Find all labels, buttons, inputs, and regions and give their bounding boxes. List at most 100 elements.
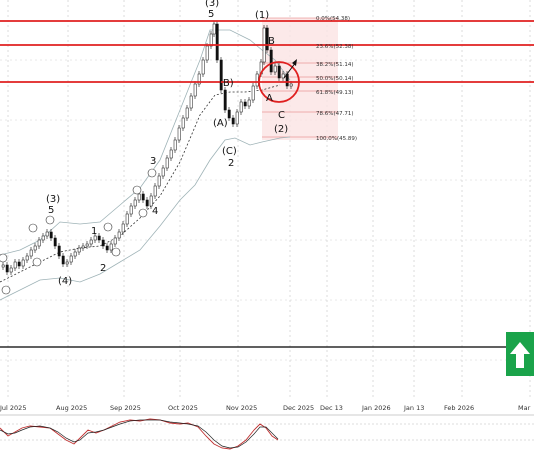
candle-body <box>169 149 173 159</box>
x-tick-3: Oct 2025 <box>168 404 198 412</box>
candle-body <box>89 239 93 245</box>
candle-body <box>181 117 185 129</box>
candle-body <box>281 73 285 79</box>
candle-body <box>153 185 157 197</box>
candle-body <box>141 193 145 201</box>
candle-body <box>215 23 219 61</box>
wave-label-5: (B) <box>219 78 234 89</box>
candle-body <box>231 117 235 125</box>
wave-label-1: (3) <box>205 0 219 9</box>
fib-zone <box>262 18 338 140</box>
candle-body <box>223 89 227 111</box>
lower-band <box>0 136 291 301</box>
wave-labels: (3) 5 (1) B (B) (A) (C) 2 A C (2) 3 4 (3… <box>46 0 288 287</box>
candle-body <box>5 264 9 273</box>
wave-label-16: 1 <box>91 226 97 237</box>
candle-body <box>29 249 33 257</box>
fib-label-6: 100.0%(45.89) <box>316 136 357 142</box>
candle-body <box>113 237 117 245</box>
candle-body <box>81 245 85 249</box>
candle-body <box>9 267 13 273</box>
wave-label-4: B <box>268 36 275 47</box>
candle-body <box>33 245 37 251</box>
arrow-head <box>292 59 297 66</box>
candle-body <box>133 199 137 207</box>
candle-body <box>219 59 223 91</box>
resistance-lines <box>0 20 534 83</box>
fib-labels: 0.0%(54.38) 23.6%(52.38) 38.2%(51.14) 50… <box>316 16 357 142</box>
candle-body <box>251 85 255 101</box>
wave-label-10: C <box>278 110 285 121</box>
wave-label-14: (3) <box>46 194 60 205</box>
x-tick-0: Jul 2025 <box>0 404 26 412</box>
candle-body <box>117 231 121 239</box>
x-tick-1: Aug 2025 <box>56 404 87 412</box>
candle-body <box>45 231 49 237</box>
candle-body <box>125 213 129 225</box>
candle-body <box>243 101 247 107</box>
candle-body <box>25 255 29 261</box>
candle-body <box>65 261 69 265</box>
candle-body <box>212 23 216 35</box>
candle-body <box>197 73 201 85</box>
target-circle <box>258 61 300 103</box>
candle-body <box>161 167 165 177</box>
upper-band <box>0 29 291 256</box>
candle-body <box>73 251 77 257</box>
candle-body <box>149 195 153 207</box>
candle-body <box>85 243 89 247</box>
x-tick-9: Feb 2026 <box>444 404 474 412</box>
signal-up-button[interactable] <box>506 332 534 376</box>
candle-body <box>289 83 293 87</box>
moving-average <box>0 84 281 283</box>
candle-body <box>177 127 181 141</box>
wave-label-13: 4 <box>152 206 158 217</box>
roman-labels <box>0 168 157 295</box>
fib-label-4: 61.8%(49.13) <box>316 90 354 96</box>
wave-label-15: 5 <box>48 205 54 216</box>
candle-body <box>121 223 125 233</box>
candle-body <box>189 95 193 109</box>
candle-body <box>145 199 149 207</box>
wave-label-11: (2) <box>274 124 288 135</box>
candle-body <box>101 239 105 247</box>
x-axis: Jul 2025 Aug 2025 Sep 2025 Oct 2025 Nov … <box>0 404 531 412</box>
candle-body <box>53 237 57 247</box>
candle-body <box>165 157 169 169</box>
x-tick-4: Nov 2025 <box>226 404 257 412</box>
fib-label-1: 23.6%(52.38) <box>316 44 354 50</box>
x-tick-5: Dec 2025 <box>283 404 314 412</box>
candle-body <box>273 65 277 73</box>
candle-body <box>277 65 281 79</box>
candle-body <box>247 99 251 107</box>
wave-label-6: (A) <box>213 118 228 129</box>
candle-body <box>209 33 213 47</box>
candle-body <box>17 261 21 267</box>
candle-body <box>239 101 243 113</box>
candle-body <box>265 27 269 51</box>
candle-body <box>37 239 41 247</box>
candle-body <box>269 49 273 73</box>
candle-body <box>137 193 141 201</box>
candle-body <box>227 109 231 119</box>
candle-body <box>49 231 53 239</box>
oscillator-line-signal <box>0 419 279 449</box>
wave-label-2: 5 <box>208 9 214 20</box>
candle-body <box>285 73 289 87</box>
candle-body <box>93 235 97 241</box>
candle-body <box>69 255 73 263</box>
wave-label-12: 3 <box>150 156 156 167</box>
fib-label-5: 78.6%(47.71) <box>316 111 354 117</box>
candle-body <box>105 245 109 251</box>
indicator-panel <box>0 414 534 450</box>
candle-body <box>21 259 25 267</box>
x-tick-8: Jan 13 <box>403 404 424 412</box>
x-tick-2: Sep 2025 <box>110 404 141 412</box>
candle-body <box>255 73 259 87</box>
candle-body <box>109 243 113 251</box>
candle-body <box>41 235 45 241</box>
candle-body <box>185 107 189 119</box>
wave-label-9: A <box>266 93 273 104</box>
fib-label-3: 50.0%(50.14) <box>316 76 354 82</box>
x-tick-10: Mar <box>518 404 531 412</box>
